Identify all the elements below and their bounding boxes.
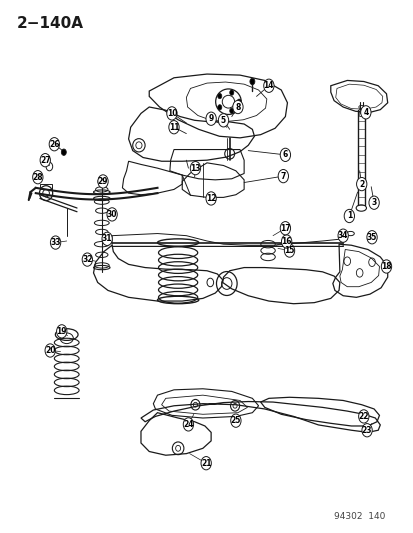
Text: 16: 16 [281, 237, 291, 246]
Text: 24: 24 [183, 420, 193, 429]
Circle shape [368, 232, 374, 239]
Text: 23: 23 [361, 426, 371, 435]
Circle shape [190, 161, 200, 175]
Text: 25: 25 [230, 416, 240, 425]
Circle shape [169, 120, 179, 134]
Circle shape [366, 231, 376, 244]
Text: 94302  140: 94302 140 [333, 512, 385, 521]
Circle shape [263, 79, 273, 92]
Circle shape [361, 424, 371, 437]
Circle shape [229, 108, 233, 114]
Text: 27: 27 [40, 156, 50, 165]
Circle shape [40, 154, 50, 167]
Text: 2: 2 [358, 180, 363, 189]
Circle shape [82, 253, 92, 266]
Text: 21: 21 [200, 459, 211, 467]
Circle shape [337, 229, 347, 243]
Circle shape [380, 260, 391, 273]
Text: 15: 15 [284, 246, 294, 255]
Circle shape [218, 114, 228, 127]
Text: 17: 17 [280, 224, 290, 233]
Text: 10: 10 [166, 109, 177, 118]
Circle shape [57, 325, 67, 338]
Circle shape [206, 192, 216, 205]
Circle shape [237, 99, 241, 104]
Circle shape [107, 208, 117, 221]
Circle shape [343, 209, 354, 223]
Circle shape [230, 414, 240, 427]
Text: 34: 34 [337, 231, 348, 240]
Circle shape [278, 169, 288, 183]
Text: 7: 7 [280, 172, 285, 181]
Text: 6: 6 [282, 150, 287, 159]
Circle shape [97, 175, 108, 188]
Circle shape [217, 93, 221, 99]
Circle shape [284, 244, 294, 257]
Text: 26: 26 [49, 140, 59, 149]
Circle shape [217, 104, 221, 110]
Circle shape [280, 222, 290, 235]
Circle shape [229, 90, 233, 95]
Text: 14: 14 [263, 81, 273, 90]
Text: 30: 30 [107, 210, 117, 219]
Text: 13: 13 [190, 164, 200, 173]
Text: 35: 35 [366, 233, 376, 242]
Text: 1: 1 [346, 212, 351, 221]
Text: 3: 3 [370, 198, 376, 207]
Circle shape [281, 235, 291, 248]
Circle shape [249, 78, 254, 85]
Circle shape [33, 171, 43, 184]
Text: 5: 5 [221, 116, 225, 125]
Text: 19: 19 [56, 327, 67, 336]
Circle shape [166, 107, 177, 120]
Text: 18: 18 [380, 262, 391, 271]
Circle shape [102, 232, 112, 246]
Circle shape [358, 410, 368, 423]
Circle shape [49, 138, 59, 151]
Text: 28: 28 [33, 173, 43, 182]
Text: 31: 31 [102, 235, 112, 244]
Text: 8: 8 [235, 102, 240, 111]
Text: 9: 9 [208, 114, 213, 123]
Circle shape [45, 344, 55, 357]
Text: 29: 29 [97, 177, 108, 186]
Text: 22: 22 [358, 412, 368, 421]
Circle shape [201, 457, 211, 470]
Circle shape [360, 106, 370, 119]
Text: 12: 12 [205, 194, 216, 203]
Text: 4: 4 [362, 108, 368, 117]
Circle shape [368, 196, 378, 209]
Circle shape [61, 149, 66, 156]
Text: 2−140A: 2−140A [17, 15, 83, 30]
Text: 20: 20 [45, 346, 55, 355]
Circle shape [280, 148, 290, 161]
Text: 11: 11 [169, 123, 179, 132]
Text: 33: 33 [50, 238, 61, 247]
Text: 32: 32 [82, 255, 93, 264]
Circle shape [206, 112, 216, 125]
Circle shape [183, 418, 193, 431]
Circle shape [232, 100, 242, 114]
Circle shape [50, 236, 61, 249]
Circle shape [356, 177, 366, 191]
